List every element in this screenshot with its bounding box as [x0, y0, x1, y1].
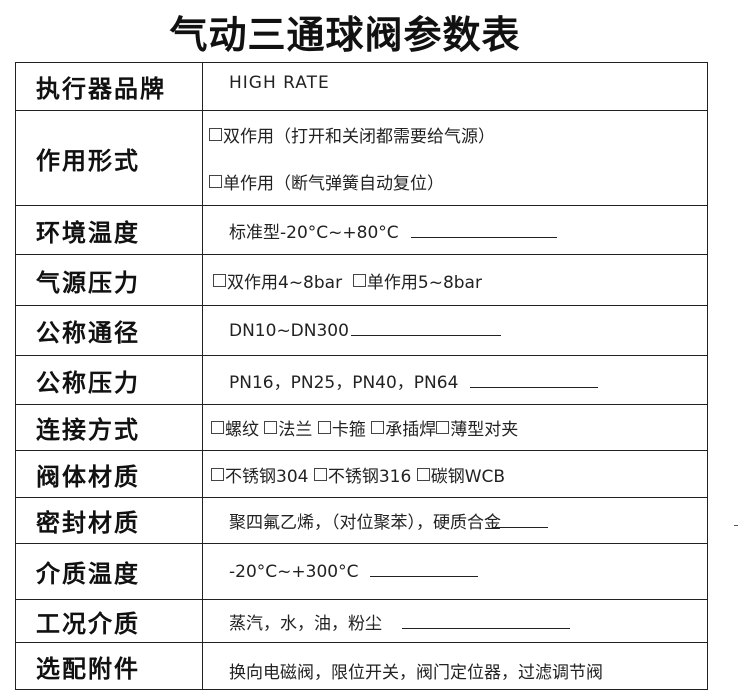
- table-row: 连接方式 螺纹 法兰 卡箍 承插焊 薄型对夹: [15, 404, 708, 451]
- table-row: 阀体材质 不锈钢304 不锈钢316 碳钢WCB: [15, 450, 708, 498]
- table-row: 工况介质 蒸汽，水，油，粉尘: [15, 599, 708, 643]
- checkbox-icon[interactable]: [209, 175, 222, 188]
- option-item[interactable]: 薄型对夹: [436, 420, 518, 440]
- row-value: HIGH RATE: [202, 62, 708, 111]
- checkbox-icon[interactable]: [211, 421, 224, 434]
- checkbox-icon[interactable]: [436, 421, 450, 434]
- row-label: 连接方式: [15, 404, 203, 451]
- option-item[interactable]: 单作用（断气弹簧自动复位）: [209, 169, 707, 194]
- checkbox-icon[interactable]: [213, 273, 226, 287]
- blank-underline: [370, 562, 479, 577]
- row-value: 蒸汽，水，油，粉尘: [229, 613, 382, 634]
- checkbox-icon[interactable]: [313, 467, 327, 481]
- row-value: PN16，PN25，PN40，PN64: [229, 372, 459, 393]
- option-item[interactable]: 双作用4~8bar: [213, 273, 342, 293]
- table-row: 选配附件 换向电磁阀，限位开关，阀门定位器，过滤调节阀: [15, 642, 708, 690]
- table-row: 公称压力 PN16，PN25，PN40，PN64: [15, 355, 708, 405]
- row-label: 介质温度: [15, 543, 203, 600]
- option-item[interactable]: 承插焊: [371, 420, 436, 440]
- row-value: 聚四氟乙烯，（对位聚苯），硬质合金: [229, 513, 501, 533]
- row-label: 公称压力: [15, 355, 203, 405]
- row-value: DN10~DN300: [229, 320, 349, 341]
- table-row: 作用形式 双作用（打开和关闭都需要给气源） 单作用（断气弹簧自动复位）: [15, 110, 708, 206]
- checkbox-icon[interactable]: [211, 467, 224, 481]
- row-label: 密封材质: [15, 497, 203, 544]
- option-item[interactable]: 单作用5~8bar: [352, 273, 482, 293]
- blank-underline: [350, 321, 501, 336]
- checkbox-icon[interactable]: [209, 128, 222, 141]
- row-value: -20°C~+300°C: [229, 561, 359, 582]
- checkbox-icon[interactable]: [416, 467, 430, 481]
- table-row: 密封材质 聚四氟乙烯，（对位聚苯），硬质合金: [15, 497, 708, 544]
- option-item[interactable]: 不锈钢304: [211, 467, 308, 487]
- page-title: 气动三通球阀参数表: [169, 13, 521, 57]
- checkbox-icon[interactable]: [317, 421, 331, 434]
- row-value: 标准型-20°C~+80°C: [229, 222, 399, 243]
- row-label: 阀体材质: [15, 450, 203, 498]
- row-label: 作用形式: [15, 110, 203, 206]
- row-label: 选配附件: [15, 642, 203, 690]
- option-item[interactable]: 双作用（打开和关闭都需要给气源）: [209, 122, 707, 147]
- checkbox-icon[interactable]: [264, 421, 278, 434]
- option-item[interactable]: 碳钢WCB: [416, 467, 505, 487]
- stray-mark: [734, 525, 738, 526]
- option-item[interactable]: 螺纹: [211, 420, 259, 440]
- option-item[interactable]: 法兰: [264, 420, 312, 440]
- checkbox-icon[interactable]: [371, 421, 385, 434]
- option-item[interactable]: 不锈钢316: [313, 467, 411, 487]
- table-row: 公称通径 DN10~DN300: [15, 305, 708, 356]
- row-label: 工况介质: [15, 599, 203, 643]
- checkbox-icon[interactable]: [352, 273, 366, 287]
- option-item[interactable]: 卡箍: [317, 420, 366, 440]
- table-row: 环境温度 标准型-20°C~+80°C: [15, 205, 708, 255]
- row-label: 执行器品牌: [15, 62, 203, 111]
- row-label: 气源压力: [15, 254, 203, 306]
- parameter-table: 执行器品牌 HIGH RATE 作用形式 双作用（打开和关闭都需要给气源） 单作…: [15, 62, 708, 690]
- table-row: 气源压力 双作用4~8bar 单作用5~8bar: [15, 254, 708, 306]
- row-label: 环境温度: [15, 205, 203, 255]
- blank-underline: [410, 223, 557, 238]
- row-value: 换向电磁阀，限位开关，阀门定位器，过滤调节阀: [202, 642, 708, 690]
- blank-underline: [470, 373, 599, 388]
- table-row: 介质温度 -20°C~+300°C: [15, 543, 708, 600]
- blank-underline: [402, 614, 570, 629]
- row-label: 公称通径: [15, 305, 203, 356]
- blank-underline: [493, 513, 548, 528]
- table-row: 执行器品牌 HIGH RATE: [15, 62, 708, 111]
